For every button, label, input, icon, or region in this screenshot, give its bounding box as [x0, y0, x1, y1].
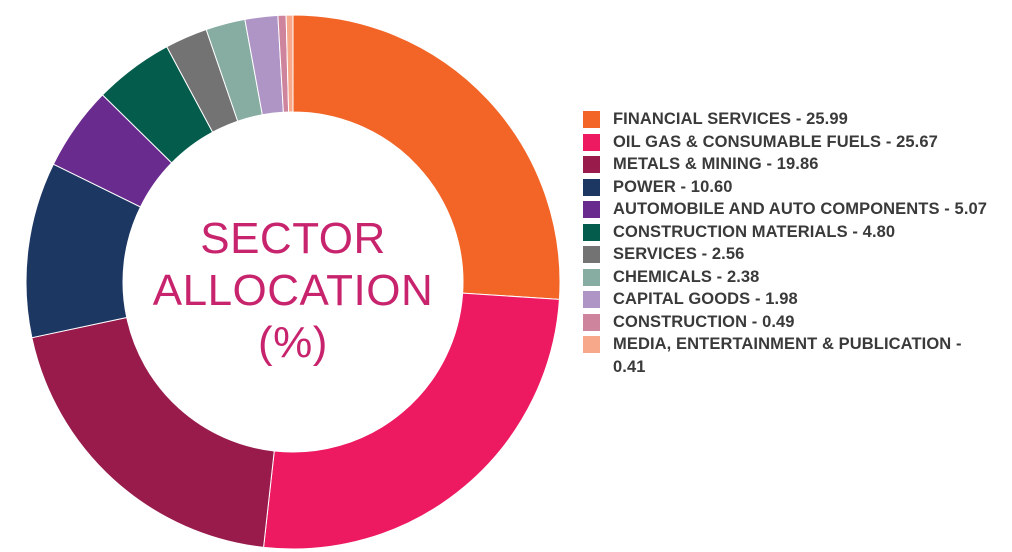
legend-item-1: OIL GAS & CONSUMABLE FUELS - 25.67 [583, 131, 998, 154]
legend-label-0: FINANCIAL SERVICES - 25.99 [613, 110, 848, 128]
legend-swatch-4 [583, 201, 600, 218]
chart-title: SECTOR ALLOCATION (%) [143, 213, 443, 369]
chart-title-line-1: SECTOR [200, 214, 386, 263]
legend-item-2: METALS & MINING - 19.86 [583, 153, 998, 176]
legend-swatch-6 [583, 246, 600, 263]
legend-item-4: AUTOMOBILE AND AUTO COMPONENTS - 5.07 [583, 198, 998, 221]
donut-chart [25, 14, 561, 550]
legend-swatch-5 [583, 223, 600, 241]
donut-slice-2 [31, 316, 275, 548]
legend-item-8: CAPITAL GOODS - 1.98 [583, 288, 998, 311]
legend-swatch-7 [583, 268, 600, 286]
legend-label-4: AUTOMOBILE AND AUTO COMPONENTS - 5.07 [613, 200, 988, 218]
legend-item-0: FINANCIAL SERVICES - 25.99 [583, 108, 998, 131]
legend-item-9: CONSTRUCTION - 0.49 [583, 311, 998, 334]
legend-swatch-3 [583, 178, 600, 196]
legend-swatch-2 [583, 156, 600, 173]
donut-slice-1 [263, 292, 560, 550]
legend-label-6: SERVICES - 2.56 [613, 245, 745, 263]
legend-item-7: CHEMICALS - 2.38 [583, 266, 998, 289]
legend-label-3: POWER - 10.60 [613, 177, 733, 196]
legend-swatch-10 [583, 336, 600, 353]
legend-swatch-1 [583, 133, 600, 151]
legend-swatch-8 [583, 291, 600, 308]
legend-label-10: MEDIA, ENTERTAINMENT & PUBLICATION - 0.4… [613, 335, 962, 376]
chart-title-line-2: ALLOCATION [152, 266, 434, 315]
donut-slice-10 [285, 14, 294, 113]
legend-label-8: CAPITAL GOODS - 1.98 [613, 290, 798, 308]
legend-item-3: POWER - 10.60 [583, 176, 998, 199]
legend-swatch-9 [583, 313, 600, 331]
legend-label-7: CHEMICALS - 2.38 [613, 267, 760, 286]
legend-label-1: OIL GAS & CONSUMABLE FUELS - 25.67 [613, 132, 938, 151]
chart-legend: FINANCIAL SERVICES - 25.99 OIL GAS & CONS… [583, 108, 998, 378]
donut-slice-0 [292, 14, 561, 300]
legend-swatch-0 [583, 111, 600, 128]
legend-item-6: SERVICES - 2.56 [583, 243, 998, 266]
legend-item-10: MEDIA, ENTERTAINMENT & PUBLICATION - 0.4… [583, 333, 998, 378]
chart-title-line-3: (%) [258, 318, 328, 367]
legend-label-5: CONSTRUCTION MATERIALS - 4.80 [613, 222, 896, 241]
legend-label-9: CONSTRUCTION - 0.49 [613, 312, 795, 331]
legend-item-5: CONSTRUCTION MATERIALS - 4.80 [583, 221, 998, 244]
legend-label-2: METALS & MINING - 19.86 [613, 155, 819, 173]
